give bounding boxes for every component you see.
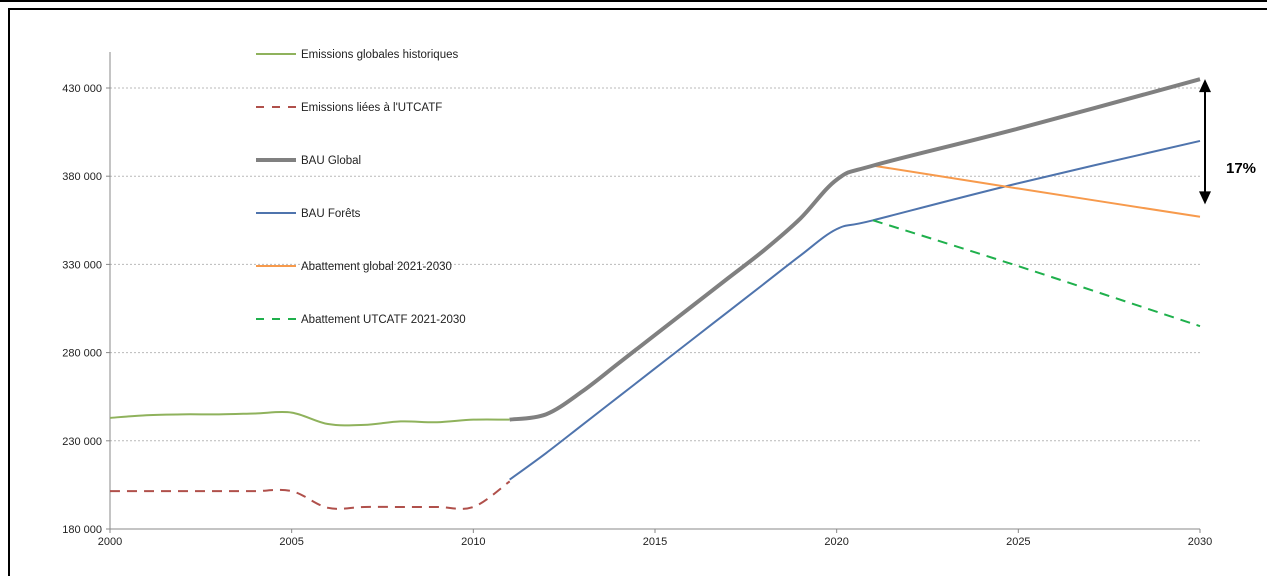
annotation: 17% bbox=[1199, 79, 1256, 205]
series-emissions-liees-a-l-utcatf bbox=[110, 480, 511, 510]
arrow-head-up bbox=[1199, 79, 1211, 93]
x-tick-label: 2025 bbox=[1006, 536, 1030, 548]
gridlines bbox=[110, 87, 1200, 442]
series-bau-forets bbox=[509, 139, 1201, 481]
y-tick-label: 430 000 bbox=[62, 83, 102, 95]
series-abattement-utcatf-2021-2030 bbox=[872, 219, 1201, 328]
legend-label: Emissions globales historiques bbox=[301, 49, 458, 61]
y-tick-label: 330 000 bbox=[62, 259, 102, 271]
legend-label: BAU Forêts bbox=[301, 208, 361, 220]
legend: Emissions globales historiques Emissions … bbox=[256, 49, 466, 326]
x-tick-label: 2030 bbox=[1188, 536, 1212, 548]
y-tick-label: 230 000 bbox=[62, 436, 102, 448]
legend-label: BAU Global bbox=[301, 155, 361, 167]
series-emissions-globales-historiques bbox=[109, 410, 510, 427]
legend-label: Abattement UTCATF 2021-2030 bbox=[301, 314, 466, 326]
series-abattement-global-2021-2030 bbox=[872, 164, 1201, 218]
arrow-head-down bbox=[1199, 191, 1211, 205]
chart-frame bbox=[8, 8, 1267, 576]
annotation-percentage: 17% bbox=[1226, 160, 1256, 177]
y-tick-label: 380 000 bbox=[62, 171, 102, 183]
legend-label: Emissions liées à l'UTCATF bbox=[301, 102, 442, 114]
x-tick-label: 2020 bbox=[824, 536, 848, 548]
x-tick-label: 2000 bbox=[98, 536, 122, 548]
y-axis-ticks: 180 000 230 000 280 000 330 000 380 000 430 0… bbox=[62, 83, 110, 536]
y-tick-label: 280 000 bbox=[62, 348, 102, 360]
x-tick-label: 2010 bbox=[461, 536, 485, 548]
x-tick-label: 2005 bbox=[279, 536, 303, 548]
x-tick-label: 2015 bbox=[643, 536, 667, 548]
series-bau-global bbox=[509, 77, 1201, 422]
series-lines bbox=[109, 77, 1201, 510]
y-tick-label: 180 000 bbox=[62, 524, 102, 536]
legend-label: Abattement global 2021-2030 bbox=[301, 261, 452, 273]
x-axis-ticks: 2000 2005 2010 2015 2020 2025 2030 bbox=[98, 529, 1212, 548]
